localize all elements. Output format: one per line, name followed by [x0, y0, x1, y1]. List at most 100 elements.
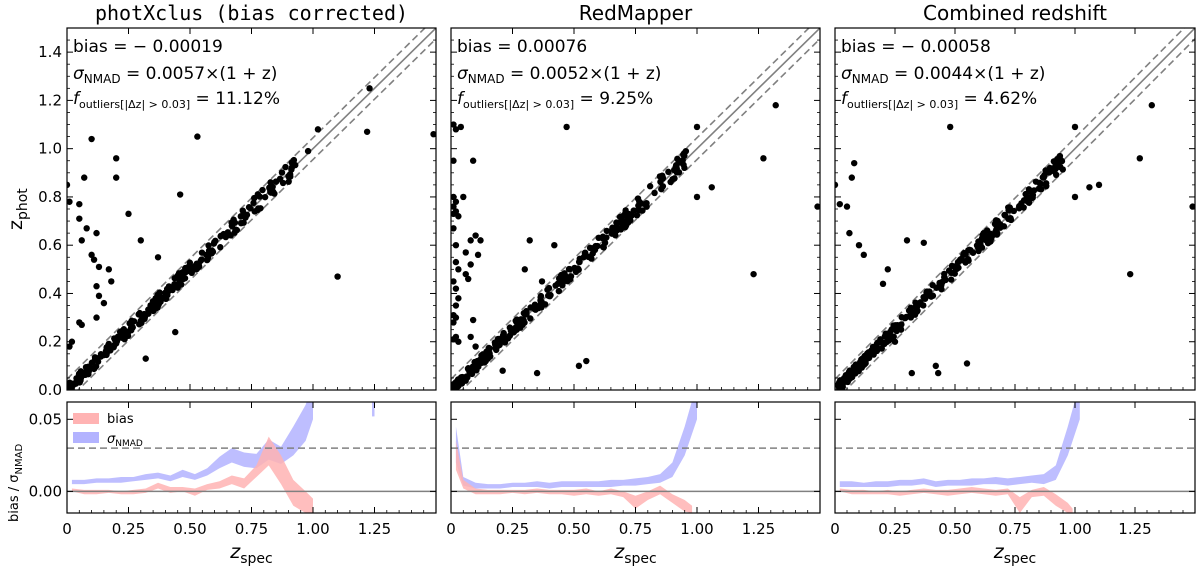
data-point	[846, 367, 854, 374]
x-tick-label: 0	[830, 520, 840, 538]
data-point	[1001, 211, 1008, 219]
data-point	[667, 178, 674, 186]
data-point	[589, 250, 596, 257]
x-axis-label: zspec	[613, 541, 656, 567]
data-point	[836, 385, 843, 390]
data-point	[520, 316, 527, 324]
x-axis-label: zspec	[993, 541, 1036, 567]
data-point	[941, 270, 948, 278]
data-point	[1035, 185, 1043, 192]
data-point	[566, 265, 574, 273]
stat-sigma: σNMAD = 0.0057×(1 + z)	[73, 64, 277, 86]
data-point	[975, 247, 982, 255]
outlier-point	[875, 345, 882, 353]
y-tick-label: 1.4	[38, 43, 62, 61]
outlier-point	[304, 147, 312, 155]
outlier-point	[314, 126, 322, 133]
data-point	[952, 264, 959, 271]
data-point	[290, 156, 298, 164]
data-point	[665, 168, 672, 176]
sigma-band	[455, 402, 697, 489]
data-point	[910, 310, 917, 317]
outlier-point	[903, 237, 911, 244]
data-point	[278, 169, 286, 176]
sigma-band	[71, 402, 313, 485]
y-tick-label: 0.0	[38, 381, 62, 399]
outlier-point	[472, 232, 479, 239]
panel-title: RedMapper	[579, 1, 693, 25]
outlier-point	[469, 157, 477, 164]
y-axis-label-bottom: bias / σNMAD	[7, 444, 25, 522]
data-point	[633, 212, 641, 219]
outlier-point	[693, 123, 701, 131]
stat-outliers: foutliers[|Δz| > 0.03] = 11.12%	[73, 89, 280, 111]
data-point	[155, 299, 163, 307]
data-point	[1030, 187, 1038, 194]
data-point	[522, 308, 530, 316]
data-point	[251, 194, 258, 202]
outlier-point	[465, 275, 472, 283]
outlier-point	[846, 229, 853, 237]
x-tick-label: 1.00	[296, 520, 329, 538]
outlier-point	[851, 159, 858, 167]
x-tick-label: 0.50	[173, 520, 206, 538]
data-point	[486, 350, 493, 357]
data-point	[576, 255, 583, 262]
outlier-point	[78, 237, 85, 244]
sigma-band-tail	[372, 402, 375, 417]
data-point	[217, 233, 224, 240]
data-point	[1010, 207, 1018, 215]
outlier-point	[538, 278, 546, 285]
data-point	[1007, 216, 1015, 224]
stat-outliers: foutliers[|Δz| > 0.03] = 4.62%	[841, 89, 1037, 111]
data-point	[879, 339, 886, 346]
data-point	[948, 276, 955, 283]
data-point	[1039, 174, 1046, 181]
data-point	[137, 317, 145, 324]
data-point	[621, 221, 628, 228]
data-point	[675, 159, 682, 166]
y-tick-label: 0.00	[29, 482, 62, 500]
data-point	[120, 326, 128, 333]
outlier-point	[95, 292, 103, 300]
outlier-point	[708, 184, 715, 191]
legend-sigma-swatch	[73, 432, 99, 443]
data-point	[938, 278, 946, 286]
outlier-point	[1086, 184, 1093, 191]
data-point	[897, 326, 905, 333]
outlier-point	[83, 225, 90, 232]
data-point	[237, 220, 245, 227]
data-point	[948, 269, 955, 277]
data-point	[485, 344, 493, 352]
data-point	[639, 207, 646, 214]
data-point	[228, 219, 235, 226]
panel-2: RedMapper bias = 0.00076 σNMAD = 0.0052×(1…	[446, 1, 821, 567]
outlier-point	[451, 336, 457, 343]
data-point	[259, 186, 266, 194]
outlier-point	[932, 362, 939, 370]
data-point	[514, 322, 521, 330]
outlier-point	[78, 321, 85, 329]
data-point	[585, 253, 592, 261]
data-point	[205, 242, 212, 249]
outlier-point	[477, 237, 484, 244]
data-point	[476, 359, 484, 366]
outlier-boundary-line	[835, 28, 1186, 380]
data-point	[67, 387, 74, 390]
x-tick-label: 0.75	[619, 520, 652, 538]
data-point	[1020, 197, 1028, 204]
x-tick-label: 1.00	[1058, 520, 1091, 538]
data-point	[171, 275, 178, 282]
outlier-point	[467, 237, 474, 244]
outlier-point	[76, 215, 83, 222]
outlier-point	[472, 343, 479, 350]
data-point	[136, 311, 144, 318]
x-tick-label: 1.25	[358, 520, 391, 538]
outlier-point	[836, 200, 843, 208]
outlier-point	[142, 355, 149, 362]
data-point	[272, 178, 280, 185]
outlier-point	[1127, 270, 1134, 278]
outlier-point	[451, 319, 457, 326]
data-point	[232, 226, 239, 233]
panel-title: photXclus (bias corrected)	[95, 1, 408, 25]
